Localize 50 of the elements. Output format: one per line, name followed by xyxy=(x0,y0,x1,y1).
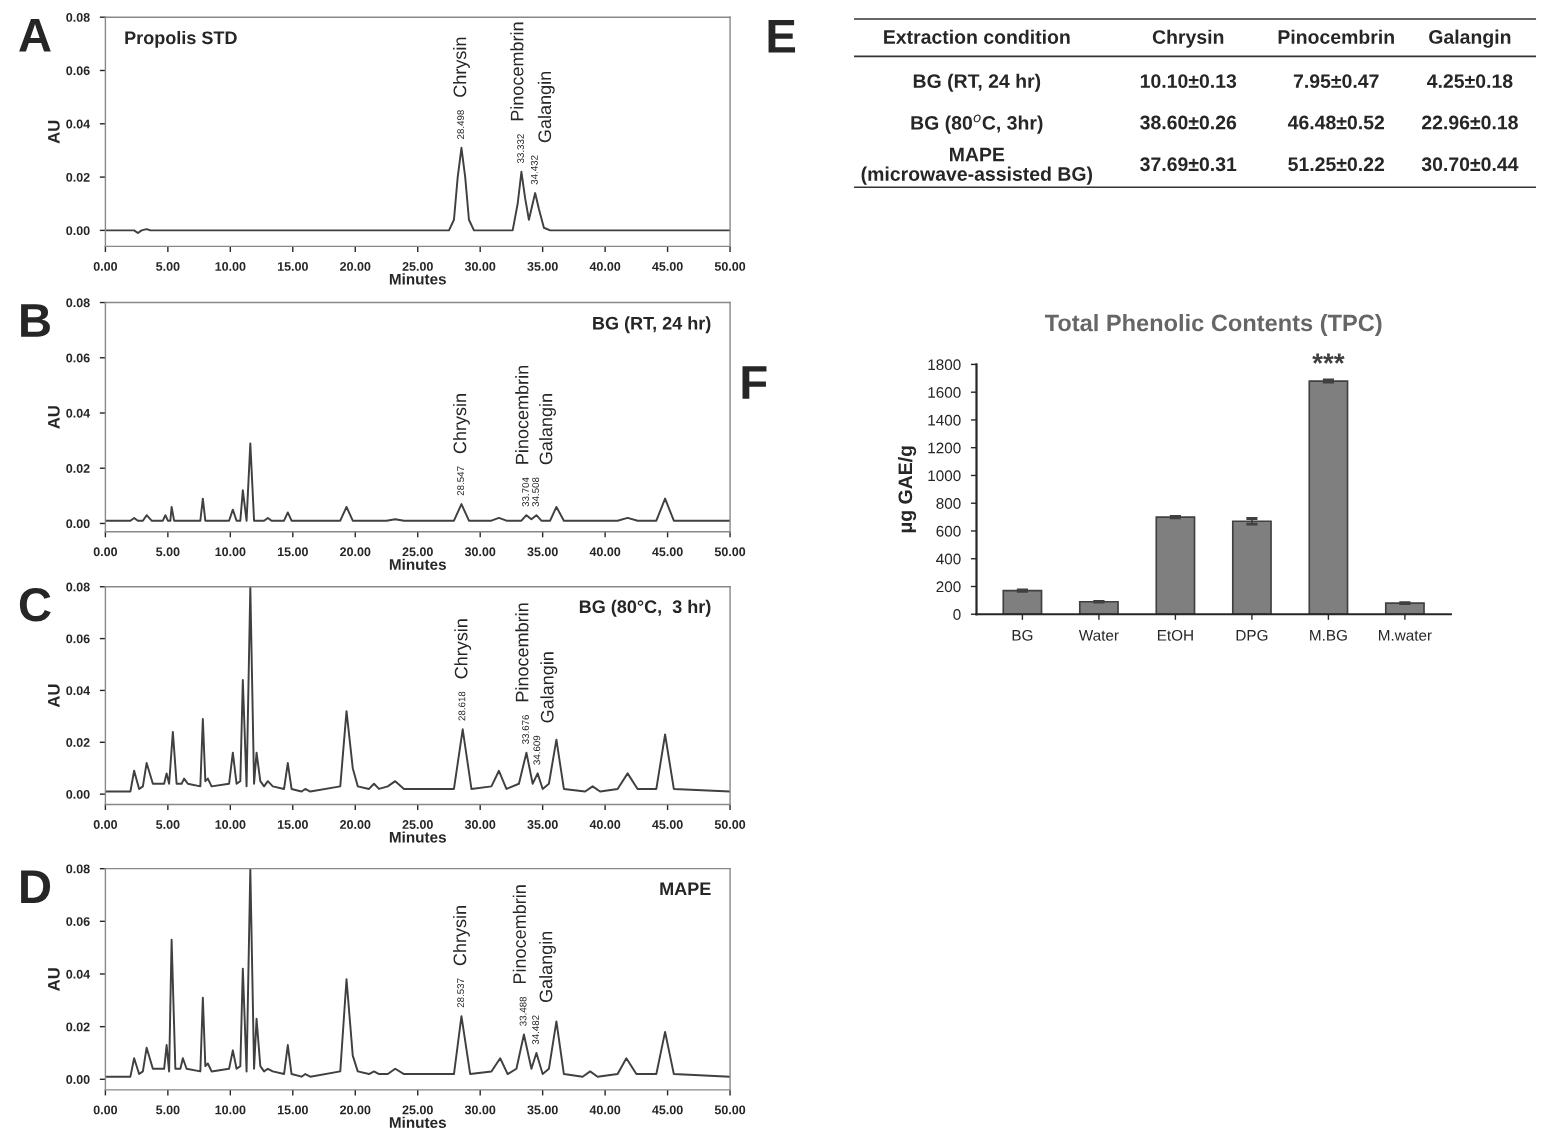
bar xyxy=(1155,516,1196,615)
y-axis-title: AU xyxy=(48,968,60,991)
annotation: Chrysin xyxy=(453,37,470,97)
annotation: Pinocembrin xyxy=(510,22,524,121)
annotation: Pinocembrin xyxy=(515,603,529,702)
annotation: Galangin xyxy=(537,71,555,143)
annotation: Chrysin xyxy=(454,619,472,679)
text: D xyxy=(21,870,51,903)
chart-title: Total Phenolic Contents (TPC) xyxy=(1044,313,1382,336)
annotation: Chrysin xyxy=(453,906,470,966)
annotation: Pinocembrin xyxy=(512,885,526,984)
y-axis-title: AU xyxy=(48,406,60,429)
text: BG (RT, 24 hr) xyxy=(593,316,711,334)
annotation: Pinocembrin xyxy=(515,365,529,464)
bar xyxy=(1384,602,1425,615)
text: C xyxy=(19,588,51,622)
annotation: *** xyxy=(1312,353,1345,364)
bar xyxy=(1231,520,1272,615)
category-label: MAPE (microwave-assisted BG) xyxy=(861,147,1093,185)
annotation: Galangin xyxy=(539,394,556,465)
text: 22.96±0.18 xyxy=(1421,115,1518,130)
text: BG (80°C, 3 hr) xyxy=(579,599,711,617)
text: F xyxy=(742,366,767,399)
text: A xyxy=(19,18,51,52)
category-label: Pinocembrin xyxy=(1278,29,1394,44)
category-label: Extraction condition xyxy=(884,29,1070,44)
text: 37.69±0.31 xyxy=(1140,157,1237,172)
text: 30.70±0.44 xyxy=(1421,157,1519,172)
text: 10.10±0.13 xyxy=(1140,74,1237,89)
text: Propolis STD xyxy=(125,30,237,48)
y-axis-title: AU xyxy=(48,684,60,708)
text: B xyxy=(21,304,50,337)
y-axis-title: AU xyxy=(48,120,60,144)
bar xyxy=(1002,589,1043,615)
text: 46.48±0.52 xyxy=(1287,115,1385,130)
y-axis-title: μg GAE/g xyxy=(897,446,917,533)
category-label: Chrysin xyxy=(1152,29,1224,48)
annotation: Galangin xyxy=(539,931,556,1003)
category-label: Galangin xyxy=(1429,29,1511,48)
annotation: Chrysin xyxy=(453,394,470,454)
text: 51.25±0.22 xyxy=(1288,157,1385,172)
text: MAPE xyxy=(660,882,711,896)
annotation: Galangin xyxy=(540,652,558,723)
text: 4.25±0.18 xyxy=(1427,74,1513,89)
category-label: BG (RT, 24 hr) xyxy=(913,73,1041,92)
text: 38.60±0.26 xyxy=(1140,115,1237,130)
bar xyxy=(1308,380,1349,615)
category-label: BG (80$^{o}$C, 3hr) xyxy=(911,114,1043,134)
text: E xyxy=(768,20,796,53)
text: 7.95±0.47 xyxy=(1293,74,1379,89)
